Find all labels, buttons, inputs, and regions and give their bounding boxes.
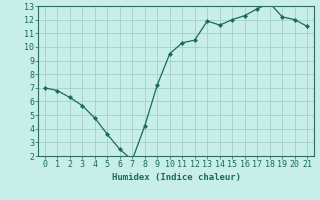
X-axis label: Humidex (Indice chaleur): Humidex (Indice chaleur) — [111, 173, 241, 182]
